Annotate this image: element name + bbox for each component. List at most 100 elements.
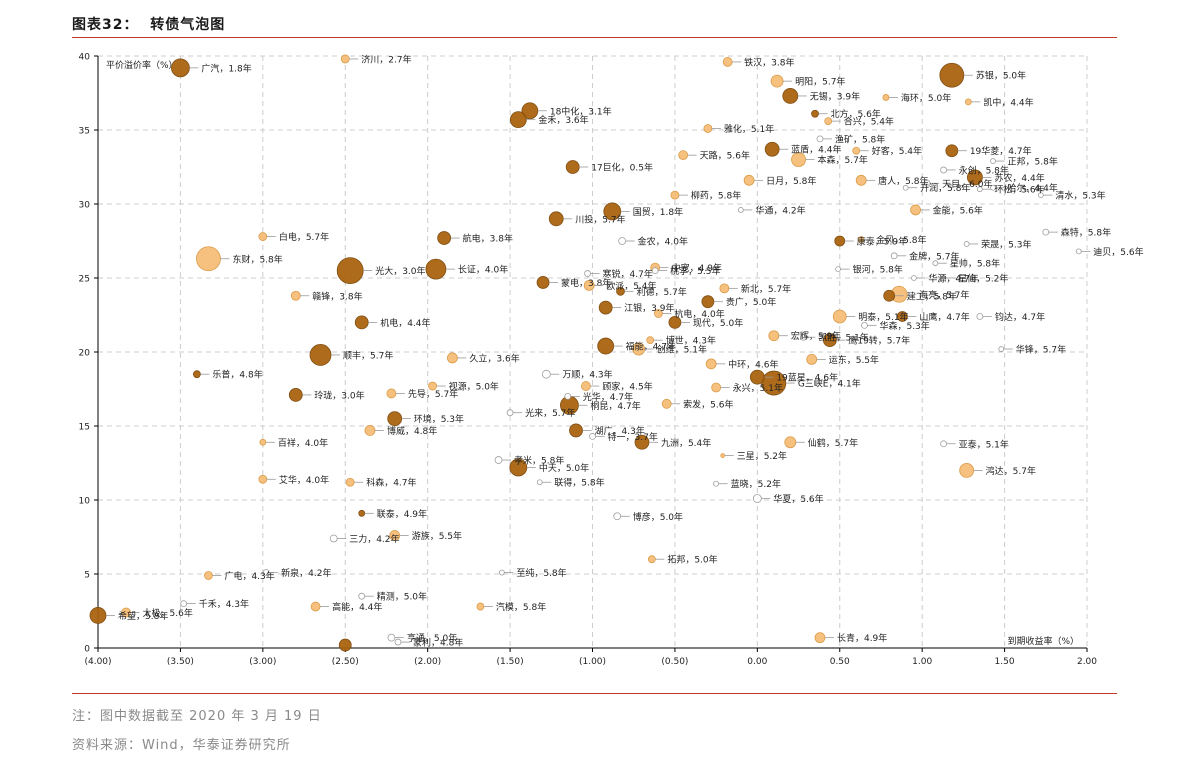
bubble — [770, 74, 784, 88]
bubble — [618, 237, 627, 245]
bubble — [494, 456, 503, 464]
bubble-label: 亨通，5.0年 — [407, 632, 457, 644]
x-tick-label: (1.50) — [497, 657, 524, 667]
bubble — [883, 289, 896, 302]
y-tick-label: 0 — [84, 645, 90, 655]
bubble-label: 百祥，4.0年 — [278, 437, 328, 449]
bubble — [678, 150, 689, 161]
bubble-label: 宏辉，5.9年 — [791, 330, 841, 342]
x-tick-label: (2.50) — [332, 657, 359, 667]
bubble-label: 环境，5.3年 — [414, 413, 464, 425]
bubble — [834, 235, 846, 247]
bubble-label: 华源，4.7年 — [928, 273, 978, 285]
bubble-label: 博彦，5.0年 — [633, 511, 683, 523]
bubble-label: 中宠，4.9年 — [672, 262, 722, 274]
title-rule — [72, 37, 1117, 38]
bubble-label: 白电，5.7年 — [279, 231, 329, 243]
bubble-label: 万顺，4.3年 — [562, 369, 612, 381]
bubble — [509, 111, 527, 129]
axes: 0 5 10 15 20 25 30 35 40 (4.00) (3.50) (3.00) (2.50)… — [79, 53, 1098, 668]
bubble — [259, 438, 267, 446]
bubble-label: 汽模，5.8年 — [496, 601, 546, 613]
bubble-label: 贵广，5.0年 — [726, 296, 776, 308]
bubble — [722, 57, 733, 67]
bubble — [310, 601, 321, 612]
bubble — [1075, 248, 1082, 255]
bubble-label: 长青，4.9年 — [837, 632, 887, 644]
bubble — [882, 94, 890, 101]
bubble-label: 明阳，5.7年 — [795, 76, 845, 88]
bubble-label: 海环，5.0年 — [901, 92, 951, 104]
x-tick-label: (3.00) — [249, 657, 276, 667]
bubble-label: 金禾，3.6年 — [538, 114, 588, 126]
bubble — [720, 453, 726, 459]
bubble-label: 钧达，4.7年 — [995, 311, 1045, 323]
bubble — [437, 231, 452, 245]
bubble-label: 无锡，3.9年 — [810, 90, 860, 102]
bubble-label: 航电，3.8年 — [463, 233, 513, 245]
bubble-label: 华通，4.2年 — [755, 204, 805, 216]
bubble — [701, 295, 715, 309]
bubble — [476, 602, 485, 611]
bubble — [990, 158, 996, 164]
x-tick-label: (0.50) — [661, 657, 688, 667]
bubble — [940, 440, 947, 448]
bubble-label: 创维，5.1年 — [657, 344, 707, 356]
bubble — [204, 571, 213, 580]
bubble-label: 星仙，5.2年 — [958, 273, 1008, 285]
bubble-label: 迪贝，5.6年 — [1093, 246, 1143, 258]
bubble — [711, 382, 722, 393]
bubble — [703, 124, 713, 133]
x-tick-label: (1.00) — [579, 657, 606, 667]
bubble — [192, 370, 201, 379]
bubble-label: 柳药，5.8年 — [691, 190, 741, 202]
bubble-label: 康泰，5.9年 — [857, 236, 907, 248]
bubble — [945, 144, 959, 158]
footer-rule — [72, 693, 1117, 694]
bubble — [288, 388, 303, 402]
bubble-label: 至纯，5.8年 — [516, 567, 566, 579]
bubble — [782, 88, 799, 104]
bubble — [768, 330, 780, 342]
bubble-label: 星帅，5.8年 — [950, 258, 1000, 270]
bubble-label: 17巨化，0.5年 — [591, 162, 653, 174]
y-tick-label: 40 — [79, 53, 91, 63]
bubble-label: 18中化，3.1年 — [550, 105, 612, 117]
bubble-label: 永兴，5.1年 — [733, 382, 783, 394]
bubble — [964, 98, 972, 106]
bubble-label: 好客，5.4年 — [872, 145, 922, 157]
bubble — [806, 353, 818, 365]
x-tick-label: (4.00) — [84, 657, 111, 667]
bubble-label: 环松，5.6年 — [994, 184, 1044, 196]
bubble — [713, 480, 720, 487]
bubble-label: 北方，5.6年 — [831, 108, 881, 120]
bubble-label: 艾华，4.0年 — [279, 474, 329, 486]
bubble — [386, 388, 397, 399]
bubble-label: 游族，5.5年 — [412, 530, 462, 542]
bubble — [340, 54, 350, 64]
y-tick-label: 35 — [79, 127, 90, 137]
bubble-label: 凯中，4.4年 — [983, 96, 1033, 108]
bubble-label: 利德，5.7年 — [637, 286, 687, 298]
bubble-label: 山鹰，4.7年 — [919, 311, 969, 323]
bubble — [364, 425, 376, 436]
x-tick-label: (2.00) — [414, 657, 441, 667]
bubble-label: 科森，4.7年 — [366, 477, 416, 489]
bubble — [814, 632, 826, 644]
bubble — [940, 166, 947, 174]
bubble — [784, 436, 797, 449]
bubble-label: 久立，3.6年 — [469, 352, 519, 364]
bubble — [584, 270, 591, 277]
bubble-label: 玲珑，3.0年 — [314, 389, 364, 401]
bubble — [394, 638, 402, 646]
bubble — [358, 592, 366, 600]
bubble-label: 特一，3.7年 — [608, 431, 658, 443]
bubble-label: 中天，5.0年 — [539, 462, 589, 474]
bubble-label: 顺丰，5.7年 — [343, 349, 393, 361]
bubble — [258, 474, 268, 484]
bubble — [541, 369, 551, 379]
bubble — [329, 534, 338, 543]
bubble — [387, 411, 403, 427]
bubble — [613, 512, 622, 521]
bubble-label: 明泰，5.1年 — [858, 311, 908, 323]
